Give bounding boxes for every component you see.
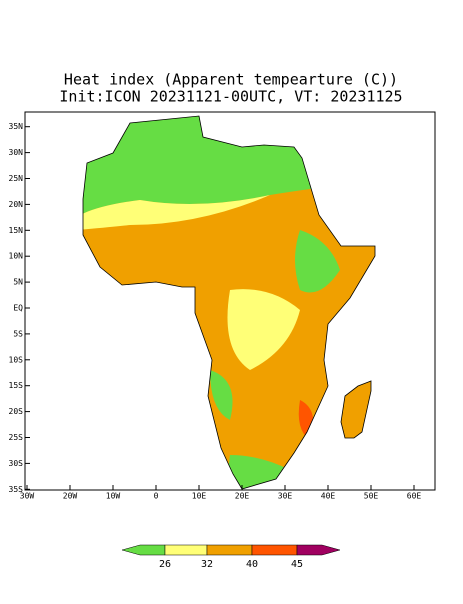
lat-tick-label: 10N [9, 252, 24, 261]
ticks: 35N 30N 25N 20N 15N 10N 5N EQ 5S 10S 15S 20S 25S 30S 3… [9, 122, 422, 500]
lon-tick-label: 20W [63, 492, 78, 501]
lat-tick-label: 35S [9, 485, 24, 494]
lon-tick-label: 20E [235, 492, 250, 501]
colorbar-cell [206, 544, 253, 556]
lat-tick-label: 5S [13, 329, 23, 338]
colorbar-cell [121, 544, 166, 556]
lat-tick-label: 15N [9, 226, 24, 235]
lat-tick-label: 10S [9, 355, 24, 364]
lat-tick-label: 15S [9, 381, 24, 390]
colorbar-label: 40 [246, 559, 258, 570]
colorbar-label: 32 [201, 559, 213, 570]
lon-tick-label: 30W [20, 492, 35, 501]
subtitle: Init:ICON 20231121-00UTC, VT: 20231125 [59, 88, 402, 106]
lat-tick-label: 25S [9, 433, 24, 442]
colorbar: 26 32 40 45 [121, 544, 341, 570]
colorbar-cell [251, 544, 298, 556]
lat-tick-label: 30S [9, 459, 24, 468]
lat-tick-label: 20N [9, 200, 24, 209]
title: Heat index (Apparent tempearture (C)) [64, 71, 398, 89]
lat-tick-label: 5N [13, 278, 23, 287]
lon-tick-label: 60E [407, 492, 422, 501]
colorbar-cell [296, 544, 341, 556]
lat-tick-label: 35N [9, 122, 24, 131]
lat-tick-label: 30N [9, 148, 24, 157]
lon-tick-label: 10E [192, 492, 207, 501]
lon-tick-label: 10W [106, 492, 121, 501]
colorbar-label: 45 [291, 559, 303, 570]
colorbar-label: 26 [159, 559, 171, 570]
lat-tick-label: 25N [9, 174, 24, 183]
lon-tick-label: 0 [154, 492, 159, 501]
lat-tick-label: EQ [13, 304, 23, 313]
colorbar-cell [164, 544, 208, 556]
lon-tick-label: 40E [321, 492, 336, 501]
coastline [82, 115, 376, 490]
lon-tick-label: 30E [278, 492, 293, 501]
madagascar [340, 380, 372, 439]
lat-tick-label: 20S [9, 407, 24, 416]
lon-tick-label: 50E [364, 492, 379, 501]
